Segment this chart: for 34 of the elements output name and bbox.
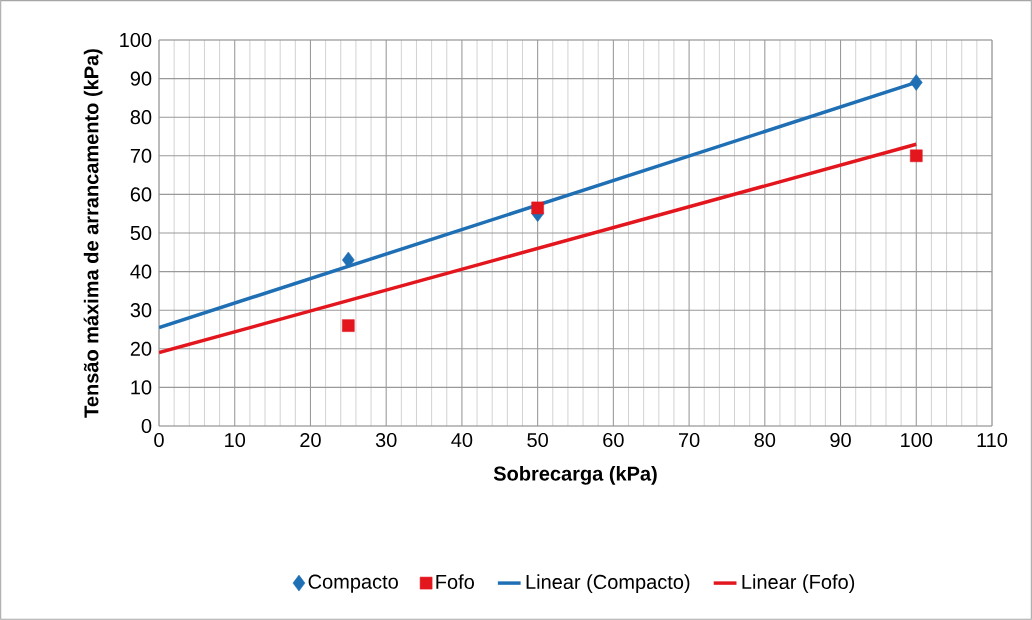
y-tick-label: 60 xyxy=(130,187,152,202)
y-tick-label: 80 xyxy=(130,110,152,125)
x-tick-label: 20 xyxy=(300,432,321,448)
y-tick-label: 70 xyxy=(130,148,152,163)
x-axis-title: Sobrecarga (kPa) xyxy=(493,466,657,485)
y-tick-label: 40 xyxy=(130,264,152,279)
y-tick-label: 50 xyxy=(130,225,152,241)
y-tick-label: 10 xyxy=(131,380,152,395)
y-tick-label: 30 xyxy=(130,303,152,318)
x-tick-label: 110 xyxy=(977,432,1008,448)
point xyxy=(342,251,355,269)
legend-label: Linear (Fofo) xyxy=(742,574,855,593)
x-tick-label: 100 xyxy=(901,432,933,448)
x-tick-label: 90 xyxy=(830,432,851,448)
x-tick-label: 40 xyxy=(451,432,473,448)
legend-label: Fofo xyxy=(436,574,474,590)
x-tick-label: 70 xyxy=(679,432,700,448)
x-tick-label: 30 xyxy=(375,432,397,448)
x-tick-label: 50 xyxy=(527,432,548,448)
legend-label: Linear (Compacto) xyxy=(526,574,690,593)
y-axis-title: Tensão máxima de arrancamento (kPa) xyxy=(83,49,103,418)
legend-label: Compacto xyxy=(308,574,398,593)
point xyxy=(910,149,923,163)
y-tick-label: 0 xyxy=(141,418,152,434)
y-tick-label: 20 xyxy=(130,341,152,356)
x-tick-label: 10 xyxy=(225,432,246,448)
x-tick-label: 0 xyxy=(154,432,164,448)
point xyxy=(910,74,923,91)
y-tick-label: 90 xyxy=(130,71,152,86)
x-tick-label: 80 xyxy=(754,432,776,448)
x-tick-label: 60 xyxy=(603,432,624,448)
y-tick-label: 100 xyxy=(120,32,152,48)
point xyxy=(342,319,355,332)
point xyxy=(531,201,544,215)
